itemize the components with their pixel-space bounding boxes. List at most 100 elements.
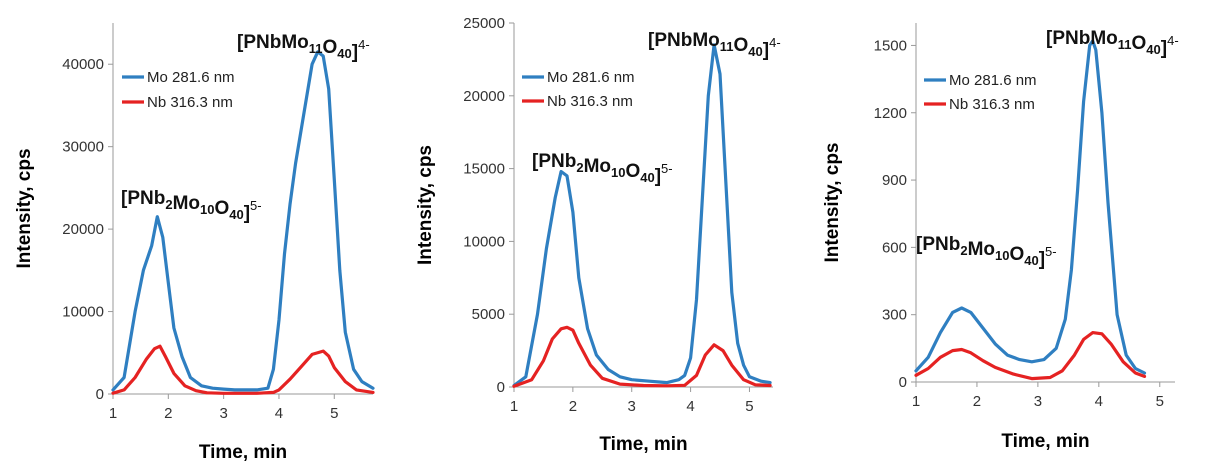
formula-subscript: 40 (1146, 42, 1160, 57)
formula-text: Mo (584, 156, 611, 177)
chart-panel-2: 0 5000 10000 15000 20000 25000 1 2 3 4 5 Time, min I… (415, 15, 781, 455)
y-axis-title: Intensity, cps (822, 142, 843, 262)
formula-text: [PNb (121, 188, 165, 209)
y-tick-label: 20000 (62, 221, 104, 238)
formula-text: [PNbMo (648, 30, 720, 51)
legend-label: Nb 316.3 nm (949, 96, 1035, 113)
x-tick-label: 2 (164, 405, 172, 422)
peak-annotation: [PNb2Mo10O40]5- (532, 151, 673, 187)
formula-charge: 5- (250, 198, 262, 213)
y-tick-label: 1200 (874, 105, 907, 122)
formula-charge: 4- (769, 35, 781, 50)
y-tick-label: 15000 (463, 161, 505, 178)
legend-label: Mo 281.6 nm (949, 72, 1037, 89)
formula-text: O (625, 161, 640, 182)
x-tick-label: 4 (686, 398, 694, 415)
legend-label: Mo 281.6 nm (547, 69, 635, 86)
formula-subscript: 2 (576, 160, 583, 175)
formula-subscript: 11 (309, 41, 323, 56)
formula-text: [PNb (916, 234, 960, 255)
formula-text: ] (1161, 38, 1167, 59)
y-tick-label: 10000 (62, 304, 104, 321)
y-tick-label: 30000 (62, 139, 104, 156)
y-tick-label: 20000 (463, 88, 505, 105)
x-tick-label: 3 (219, 405, 227, 422)
x-tick-label: 2 (569, 398, 577, 415)
y-tick-label: 900 (882, 172, 907, 189)
x-tick-label: 3 (1034, 393, 1042, 410)
x-tick-label: 4 (275, 405, 283, 422)
formula-text: O (214, 198, 229, 219)
legend-label: Nb 316.3 nm (547, 93, 633, 110)
formula-subscript: 40 (229, 207, 243, 222)
series-line-mo (111, 50, 375, 392)
formula-text: ] (655, 166, 661, 187)
y-tick-label: 25000 (463, 15, 505, 32)
formula-subscript: 10 (611, 165, 625, 180)
series-line-mo (512, 43, 772, 388)
y-tick-label: 5000 (472, 306, 505, 323)
peak-annotation: [PNbMo11O40]4- (237, 32, 370, 63)
formula-text: [PNbMo (237, 32, 309, 53)
x-axis-title: Time, min (599, 434, 687, 455)
peak-annotation: [PNb2Mo10O40]5- (121, 188, 262, 224)
x-tick-label: 1 (109, 405, 117, 422)
formula-subscript: 11 (1118, 37, 1132, 52)
x-axis-title: Time, min (1001, 431, 1089, 452)
formula-text: O (323, 37, 338, 58)
y-tick-label: 0 (96, 386, 104, 403)
y-tick-label: 40000 (62, 56, 104, 73)
formula-subscript: 40 (640, 170, 654, 185)
x-tick-label: 1 (510, 398, 518, 415)
formula-charge: 5- (1045, 244, 1057, 259)
y-tick-label: 0 (497, 379, 505, 396)
peak-annotation: [PNbMo11O40]4- (1046, 28, 1179, 59)
formula-subscript: 2 (960, 243, 967, 258)
formula-subscript: 10 (200, 202, 214, 217)
y-tick-label: 10000 (463, 233, 505, 250)
chart-panel-1: 0 10000 20000 30000 40000 1 2 3 4 5 Time, min Inten… (14, 23, 375, 463)
y-tick-label: 1500 (874, 37, 907, 54)
formula-text: ] (763, 40, 769, 61)
legend-label: Mo 281.6 nm (147, 69, 235, 86)
formula-subscript: 10 (995, 248, 1009, 263)
formula-charge: 5- (661, 161, 673, 176)
formula-text: Mo (968, 239, 995, 260)
legend-label: Nb 316.3 nm (147, 94, 233, 111)
chart-panel-3: 0 300 600 900 1200 1500 1 2 3 4 5 Time, min Intensit… (822, 23, 1179, 452)
formula-text: O (1009, 244, 1024, 265)
series-line-nb (914, 331, 1147, 381)
x-tick-label: 5 (1156, 393, 1164, 410)
legend: Mo 281.6 nm Nb 316.3 nm (122, 69, 235, 111)
formula-text: Mo (173, 193, 200, 214)
formula-text: O (734, 35, 749, 56)
y-tick-label: 300 (882, 307, 907, 324)
legend: Mo 281.6 nm Nb 316.3 nm (924, 72, 1037, 113)
x-tick-label: 3 (628, 398, 636, 415)
formula-text: ] (1039, 249, 1045, 270)
series-line-nb (512, 325, 772, 388)
x-axis-title: Time, min (199, 442, 287, 463)
formula-text: O (1132, 33, 1147, 54)
formula-subscript: 40 (337, 46, 351, 61)
series-line-mo (914, 39, 1147, 375)
formula-charge: 4- (1167, 33, 1179, 48)
formula-subscript: 11 (720, 39, 734, 54)
peak-annotation: [PNb2Mo10O40]5- (916, 234, 1057, 270)
formula-subscript: 2 (165, 197, 172, 212)
formula-subscript: 40 (1024, 253, 1038, 268)
formula-text: ] (352, 42, 358, 63)
series-line-nb (111, 344, 375, 395)
y-tick-label: 0 (899, 374, 907, 391)
x-tick-label: 1 (912, 393, 920, 410)
y-axis-title: Intensity, cps (415, 145, 436, 265)
formula-subscript: 40 (748, 44, 762, 59)
legend: Mo 281.6 nm Nb 316.3 nm (522, 69, 635, 110)
x-tick-label: 5 (330, 405, 338, 422)
x-tick-label: 2 (973, 393, 981, 410)
x-tick-label: 5 (745, 398, 753, 415)
formula-text: [PNb (532, 151, 576, 172)
x-tick-label: 4 (1095, 393, 1103, 410)
formula-text: ] (244, 203, 250, 224)
